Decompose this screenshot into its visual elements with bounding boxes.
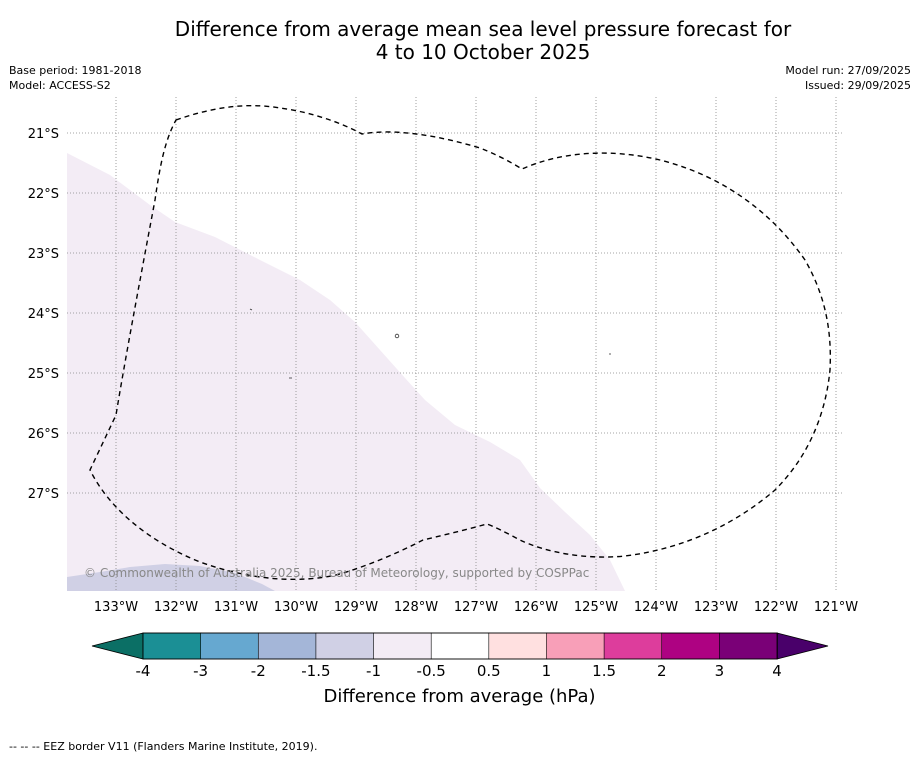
model-name: Model: ACCESS-S2 bbox=[9, 79, 111, 92]
colorbar-swatch bbox=[373, 632, 432, 660]
eez-border bbox=[89, 104, 832, 581]
colorbar-tick-label: 1 bbox=[542, 662, 552, 680]
colorbar: -4 -3 -2 -1.5 -1 -0.5 0.5 1 1.5 2 3 4 bbox=[91, 632, 829, 680]
anomaly-region-minus-1-5 bbox=[67, 564, 275, 591]
lat-label: 27°S bbox=[28, 487, 59, 502]
map-title: Difference from average mean sea level p… bbox=[0, 18, 919, 64]
colorbar-swatch bbox=[315, 632, 375, 660]
model-run: Model run: 27/09/2025 bbox=[785, 64, 911, 77]
colorbar-frame bbox=[142, 632, 778, 660]
colorbar-tick-label: -4 bbox=[136, 662, 151, 680]
colorbar-tick-label: -2 bbox=[251, 662, 266, 680]
colorbar-tick-label: 0.5 bbox=[477, 662, 501, 680]
anomaly-region-minus-0-5 bbox=[67, 153, 625, 591]
base-period: Base period: 1981-2018 bbox=[9, 64, 142, 77]
colorbar-tick-label: -1 bbox=[366, 662, 381, 680]
colorbar-swatch bbox=[200, 632, 260, 660]
graticule bbox=[67, 97, 843, 591]
colorbar-tick-label: 4 bbox=[772, 662, 782, 680]
lat-label: 21°S bbox=[28, 127, 59, 142]
colorbar-swatch bbox=[430, 632, 490, 660]
lat-label: 25°S bbox=[28, 367, 59, 382]
island-marks bbox=[249, 308, 611, 379]
copyright-notice: © Commonwealth of Australia 2025, Bureau… bbox=[84, 566, 589, 580]
lat-label: 24°S bbox=[28, 307, 59, 322]
lat-labels: 21°S 22°S 23°S 24°S 25°S 26°S 27°S bbox=[28, 127, 59, 502]
meta-right: Model run: 27/09/2025 Issued: 29/09/2025 bbox=[785, 63, 911, 93]
colorbar-low-extend bbox=[91, 632, 144, 660]
lon-labels: 133°W 132°W 131°W 130°W 129°W 128°W 127°… bbox=[94, 600, 858, 615]
lon-label: 132°W bbox=[154, 600, 198, 615]
eez-footnote: -- -- -- EEZ border V11 (Flanders Marine… bbox=[9, 740, 318, 753]
colorbar-tick-label: 3 bbox=[715, 662, 725, 680]
lon-label: 126°W bbox=[514, 600, 558, 615]
title-line-1: Difference from average mean sea level p… bbox=[174, 17, 792, 41]
lon-label: 130°W bbox=[274, 600, 318, 615]
colorbar-swatch bbox=[546, 632, 605, 660]
lon-label: 122°W bbox=[754, 600, 798, 615]
lat-label: 26°S bbox=[28, 427, 59, 442]
lon-label: 129°W bbox=[334, 600, 378, 615]
lon-label: 124°W bbox=[634, 600, 678, 615]
lat-label: 23°S bbox=[28, 247, 59, 262]
colorbar-high-extend bbox=[776, 632, 829, 660]
lon-label: 128°W bbox=[394, 600, 438, 615]
lat-label: 22°S bbox=[28, 187, 59, 202]
colorbar-swatch bbox=[661, 632, 721, 660]
colorbar-swatch bbox=[603, 632, 663, 660]
colorbar-tick-label: -1.5 bbox=[301, 662, 330, 680]
colorbar-swatch bbox=[488, 632, 548, 660]
colorbar-tick-label: 2 bbox=[657, 662, 667, 680]
colorbar-tick-label: -0.5 bbox=[417, 662, 446, 680]
colorbar-swatch bbox=[142, 632, 202, 660]
colorbar-swatch bbox=[257, 632, 317, 660]
lon-label: 123°W bbox=[694, 600, 738, 615]
lon-label: 131°W bbox=[214, 600, 258, 615]
meta-left: Base period: 1981-2018 Model: ACCESS-S2 bbox=[9, 63, 141, 93]
issued-date: Issued: 29/09/2025 bbox=[804, 79, 911, 92]
colorbar-tick-label: -3 bbox=[193, 662, 208, 680]
lon-label: 121°W bbox=[814, 600, 858, 615]
title-line-2: 4 to 10 October 2025 bbox=[375, 40, 591, 64]
colorbar-title: Difference from average (hPa) bbox=[323, 686, 596, 707]
colorbar-swatch bbox=[719, 632, 778, 660]
lon-label: 133°W bbox=[94, 600, 138, 615]
colorbar-tick-label: 1.5 bbox=[592, 662, 616, 680]
lon-label: 127°W bbox=[454, 600, 498, 615]
lon-label: 125°W bbox=[574, 600, 618, 615]
